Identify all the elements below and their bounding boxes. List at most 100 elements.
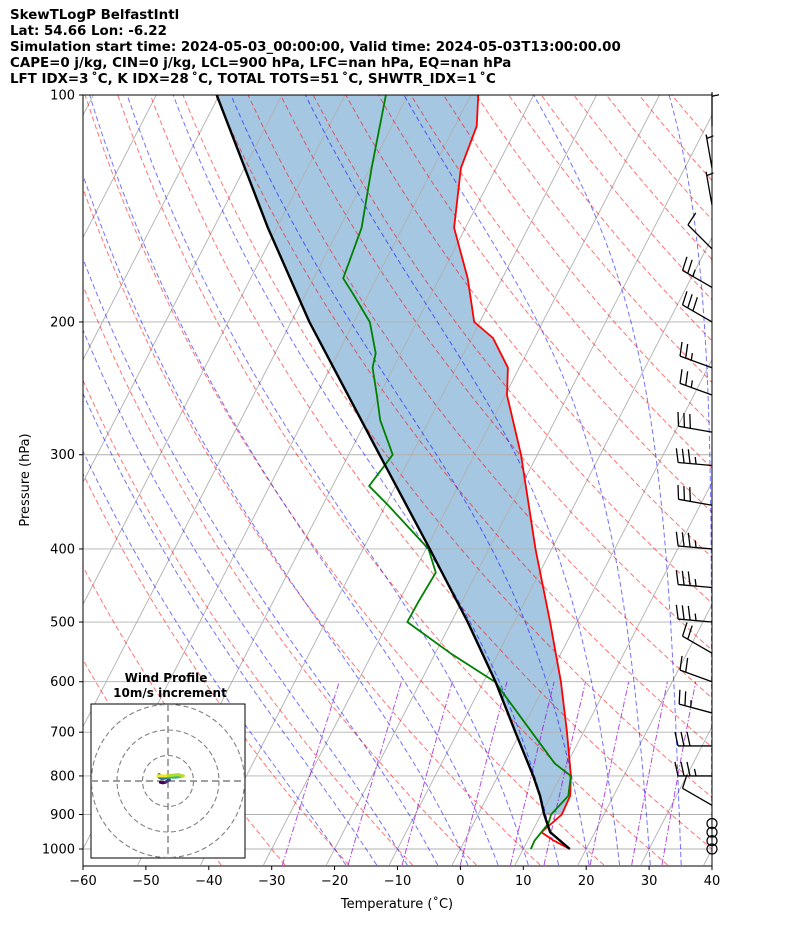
wind-barb-staff [705, 171, 713, 206]
wind-barb-flag [675, 604, 679, 620]
wind-barb-flag [681, 622, 688, 637]
parcel-line [215, 95, 571, 850]
isotherm-line [263, 95, 660, 866]
y-tick-label: 600 [50, 675, 75, 690]
y-tick-label: 300 [50, 448, 75, 463]
isotherm-line [83, 95, 94, 117]
dry-adiabat [149, 95, 712, 850]
isotherm-line [703, 848, 712, 866]
y-tick-label: 100 [50, 89, 75, 104]
dry-adiabat [83, 284, 477, 866]
title-indices-line: LFT IDX=3 ˚C, K IDX=28 ˚C, TOTAL TOTS=51… [10, 72, 496, 87]
wind-barb-flag [679, 341, 683, 357]
dry-adiabat [84, 95, 605, 866]
profile-lines [215, 95, 572, 850]
wind-barb-half-flag [690, 353, 693, 361]
isotherm-line [514, 481, 712, 866]
x-tick-label: 0 [456, 874, 464, 889]
x-axis-label: Temperature (˚C) [340, 896, 453, 912]
wind-barb-flag [687, 449, 691, 464]
wind-barb-flag [680, 761, 685, 777]
x-tick-label: −60 [69, 874, 96, 889]
wind-barb-flag [689, 487, 691, 502]
wind-barb-flag [686, 731, 691, 747]
wind-barb-flag [681, 532, 685, 547]
wind-barb-half-flag [694, 456, 697, 465]
wind-barb [677, 484, 713, 506]
wind-barb-flag [684, 691, 687, 706]
dry-adiabat-lines [83, 95, 712, 866]
y-tick-label: 900 [50, 808, 75, 823]
hodograph-plot [91, 704, 245, 858]
isotherm-line [83, 95, 220, 361]
y-tick-label: 200 [50, 315, 75, 330]
wind-barb-flag [674, 761, 679, 777]
isotherm-line [200, 95, 597, 866]
wind-barb [674, 731, 712, 747]
wind-barb-staff [682, 787, 713, 806]
wind-barb-flag [685, 371, 689, 386]
wind-barb-flag [680, 731, 685, 747]
wind-barb-flag [687, 532, 691, 548]
wind-barb-flag [687, 259, 693, 274]
wind-barb-half-flag [711, 94, 720, 97]
wind-barb-flag [692, 297, 698, 312]
y-axis-label: Pressure (hPa) [18, 433, 33, 526]
wind-barb-flag [681, 448, 685, 464]
wind-barb [675, 604, 713, 623]
mixing-ratio-line [543, 681, 587, 866]
dry-adiabat [215, 95, 712, 748]
moist-adiabat [83, 257, 439, 866]
y-tick-label: 700 [50, 726, 75, 741]
wind-barb-flag [687, 212, 697, 226]
wind-barb-flag [674, 731, 679, 747]
moist-adiabat [230, 95, 590, 866]
wind-barb-flag [689, 414, 691, 429]
y-axis-ticks: 1000 900 800 700 600 500 400 300 200 100 [42, 89, 83, 858]
wind-barb [678, 689, 713, 714]
wind-barb-half-flag [694, 540, 697, 548]
dry-adiabat [83, 472, 350, 866]
wind-barb-flag [679, 369, 683, 384]
mixing-ratio-line [281, 681, 340, 866]
wind-barb [675, 531, 713, 550]
wind-barb-flag [683, 412, 686, 428]
hodograph-ring [91, 704, 245, 858]
x-tick-label: −30 [258, 874, 285, 889]
mixing-ratio-line [401, 681, 453, 866]
x-tick-label: 40 [704, 874, 721, 889]
wind-barb-flag [687, 625, 693, 640]
wind-barb-half-flag [692, 269, 696, 277]
hodograph-subtitle: 10m/s increment [113, 686, 227, 700]
isotherm-line [83, 95, 409, 728]
mixing-ratio-line [347, 681, 402, 866]
wind-barb-flag [677, 411, 680, 427]
temperature-line [453, 95, 572, 850]
wind-barb-flag [685, 343, 689, 359]
wind-barb-half-flag [694, 613, 697, 621]
y-tick-label: 500 [50, 616, 75, 631]
y-tick-label: 800 [50, 769, 75, 784]
title-times: Simulation start time: 2024-05-03_00:00:… [10, 40, 621, 55]
mixing-ratio-line [510, 681, 555, 866]
title-station: SkewTLogP BelfastIntl [10, 8, 180, 23]
moist-adiabat [126, 95, 529, 866]
wind-barb-flag [675, 448, 679, 463]
wind-barb [681, 622, 713, 654]
y-tick-label: 400 [50, 542, 75, 557]
wind-barb-flag [675, 570, 679, 585]
x-tick-label: 20 [578, 874, 595, 889]
wind-barb-staff [705, 134, 713, 169]
isotherm-line [83, 95, 346, 606]
wind-barb-flag [681, 605, 685, 620]
x-tick-label: −40 [195, 874, 222, 889]
y-tick-label: 1000 [42, 843, 75, 858]
moist-adiabat [83, 392, 378, 866]
moist-adiabat [89, 95, 499, 866]
wind-barb-flag [683, 486, 686, 501]
x-tick-label: −10 [384, 874, 411, 889]
mixing-ratio-line [459, 681, 508, 866]
isotherm-line [83, 95, 157, 239]
title-latlon: Lat: 54.66 Lon: -6.22 [10, 24, 167, 39]
